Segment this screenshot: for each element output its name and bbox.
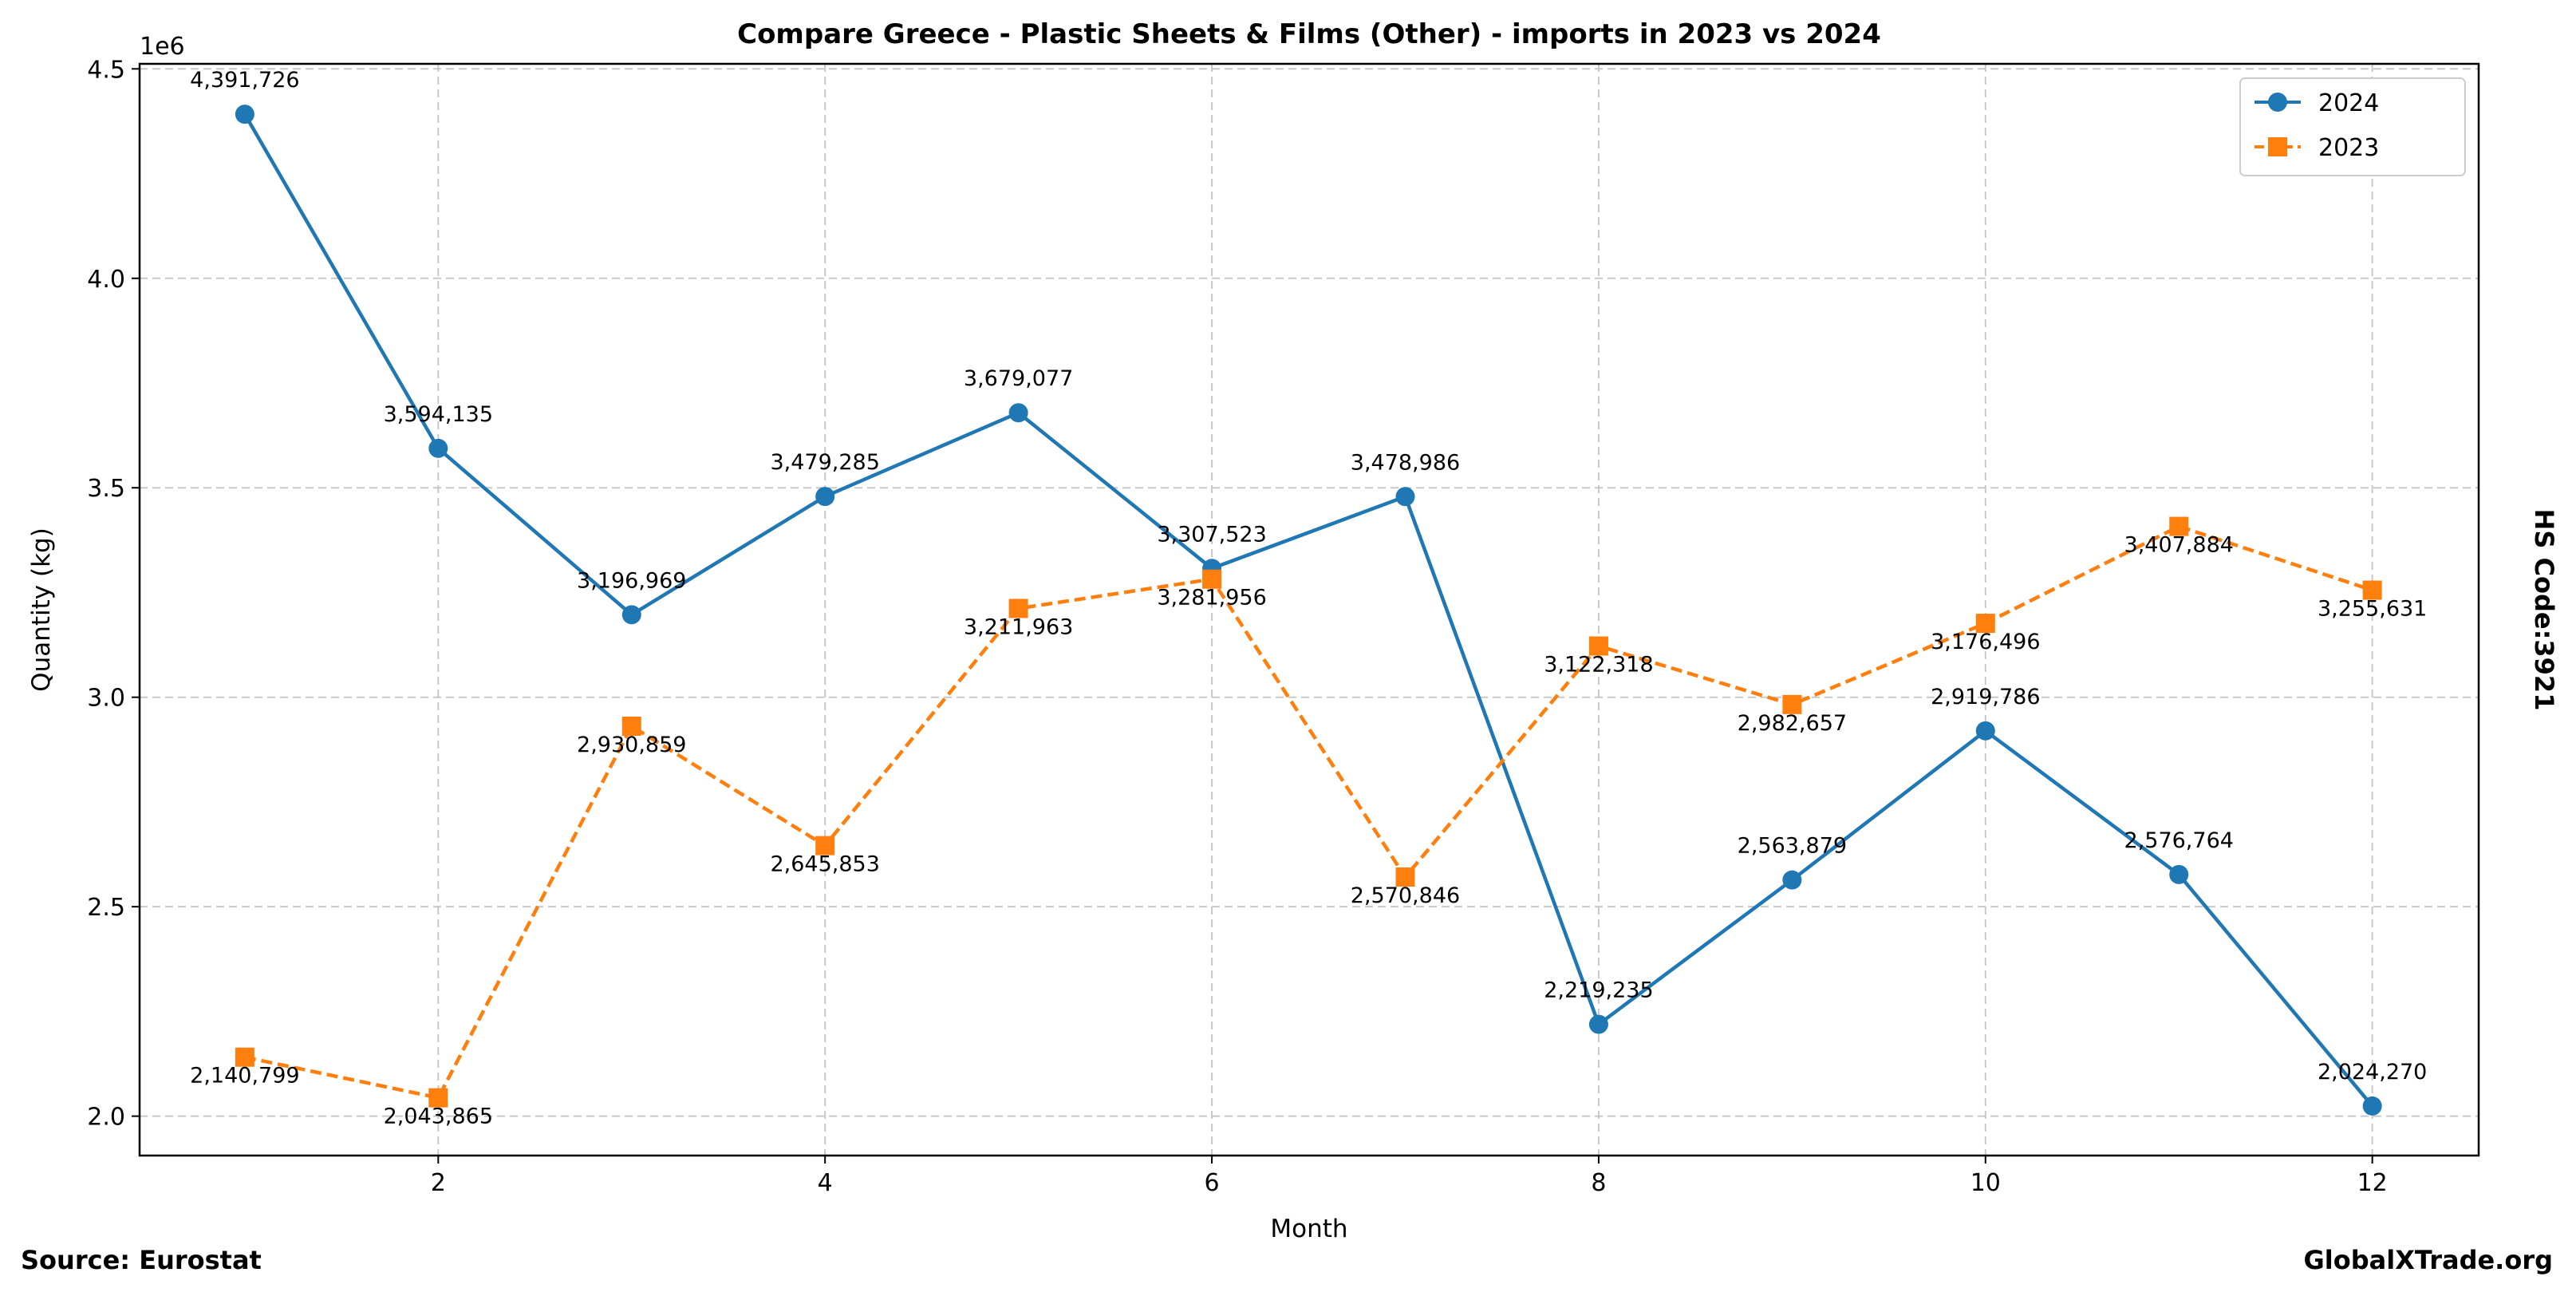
data-label-2024: 3,196,969: [577, 568, 686, 593]
data-labels: 4,391,726 3,594,135 3,196,969 3,479,285 3,67…: [190, 68, 2427, 1128]
y-axis-label: Quantity (kg): [27, 527, 56, 692]
data-point-2024: [2169, 864, 2189, 884]
y-axis: 2.0 2.5 3.0 3.5 4.0 4.5: [87, 56, 140, 1132]
data-label-2024: 2,919,786: [1931, 685, 2040, 709]
legend-marker-2023: [2268, 137, 2287, 156]
data-point-2023: [2169, 516, 2189, 536]
data-label-2024: 3,594,135: [384, 402, 493, 427]
data-label-2023: 3,211,963: [964, 614, 1073, 639]
series-layer: [235, 105, 2382, 1116]
data-label-2024: 2,576,764: [2124, 828, 2234, 853]
data-label-2023: 3,281,956: [1157, 586, 1266, 610]
data-point-2023: [1202, 569, 1222, 589]
grid: [140, 64, 2479, 1156]
series-line-2024: [243, 113, 2374, 1108]
data-point-2023: [2362, 580, 2382, 600]
data-label-2023: 3,407,884: [2124, 533, 2234, 558]
y-offset-label: 1e6: [140, 33, 185, 61]
data-label-2023: 2,043,865: [384, 1104, 493, 1129]
y-tick-label: 2.0: [87, 1104, 125, 1132]
data-point-2024: [428, 438, 448, 458]
legend-label-2023: 2023: [2318, 134, 2379, 162]
data-label-2023: 2,140,799: [190, 1064, 299, 1089]
data-point-2023: [1395, 867, 1415, 887]
data-point-2023: [1975, 614, 1995, 634]
x-axis-label: Month: [1270, 1215, 1347, 1243]
x-tick-label: 12: [2357, 1169, 2388, 1197]
data-label-2024: 3,479,285: [770, 450, 879, 475]
data-label-2024: 2,024,270: [2318, 1060, 2427, 1085]
data-label-2024: 3,679,077: [964, 366, 1073, 391]
data-point-2024: [1975, 721, 1995, 741]
x-tick-label: 4: [818, 1169, 833, 1197]
y-tick-label: 3.0: [87, 685, 125, 713]
data-label-2023: 3,255,631: [2318, 597, 2427, 622]
data-point-2024: [235, 105, 254, 124]
data-label-2024: 3,478,986: [1351, 450, 1460, 475]
data-label-2023: 2,930,859: [577, 733, 686, 757]
x-tick-label: 8: [1591, 1169, 1606, 1197]
data-point-2023: [1008, 599, 1028, 618]
data-point-2023: [1782, 694, 1802, 714]
data-point-2024: [1588, 1014, 1608, 1034]
data-point-2023: [235, 1047, 254, 1067]
data-point-2024: [621, 605, 641, 625]
y-tick-label: 3.5: [87, 475, 125, 503]
data-point-2023: [621, 717, 641, 737]
series-line-2023: [244, 524, 2373, 1100]
source-label: Source: Eurostat: [21, 1245, 262, 1275]
data-point-2024: [1008, 403, 1028, 423]
data-point-2023: [815, 836, 835, 855]
y-tick-label: 4.0: [87, 266, 125, 294]
data-label-2023: 2,570,846: [1351, 883, 1460, 908]
data-label-2024: 4,391,726: [190, 68, 299, 93]
y-tick-label: 4.5: [87, 56, 125, 84]
hs-code-label: HS Code:3921: [2529, 509, 2559, 711]
data-point-2023: [1588, 636, 1608, 656]
data-label-2023: 3,176,496: [1931, 630, 2040, 654]
data-point-2024: [815, 487, 835, 507]
data-label-2023: 3,122,318: [1544, 653, 1653, 678]
brand-label: GlobalXTrade.org: [2304, 1245, 2553, 1275]
x-tick-label: 6: [1205, 1169, 1220, 1197]
x-tick-label: 2: [431, 1169, 446, 1197]
data-label-2023: 2,645,853: [770, 852, 879, 877]
x-axis: 2 4 6 8 10 12: [431, 1156, 2388, 1197]
legend-marker-2024: [2268, 93, 2287, 112]
chart-title: Compare Greece - Plastic Sheets & Films …: [737, 18, 1881, 50]
data-point-2024: [1782, 870, 1802, 890]
y-tick-label: 2.5: [87, 894, 125, 922]
legend: 2024 2023: [2239, 77, 2466, 176]
x-tick-label: 10: [1970, 1169, 2001, 1197]
data-label-2024: 2,219,235: [1544, 978, 1653, 1003]
data-point-2024: [1395, 487, 1415, 507]
data-label-2024: 2,563,879: [1738, 834, 1847, 859]
legend-label-2024: 2024: [2318, 89, 2379, 117]
plot-frame: [138, 62, 2480, 1157]
data-label-2023: 2,982,657: [1738, 711, 1847, 736]
data-point-2024: [2362, 1096, 2382, 1116]
data-label-2024: 3,307,523: [1157, 522, 1266, 547]
data-point-2023: [428, 1088, 448, 1108]
